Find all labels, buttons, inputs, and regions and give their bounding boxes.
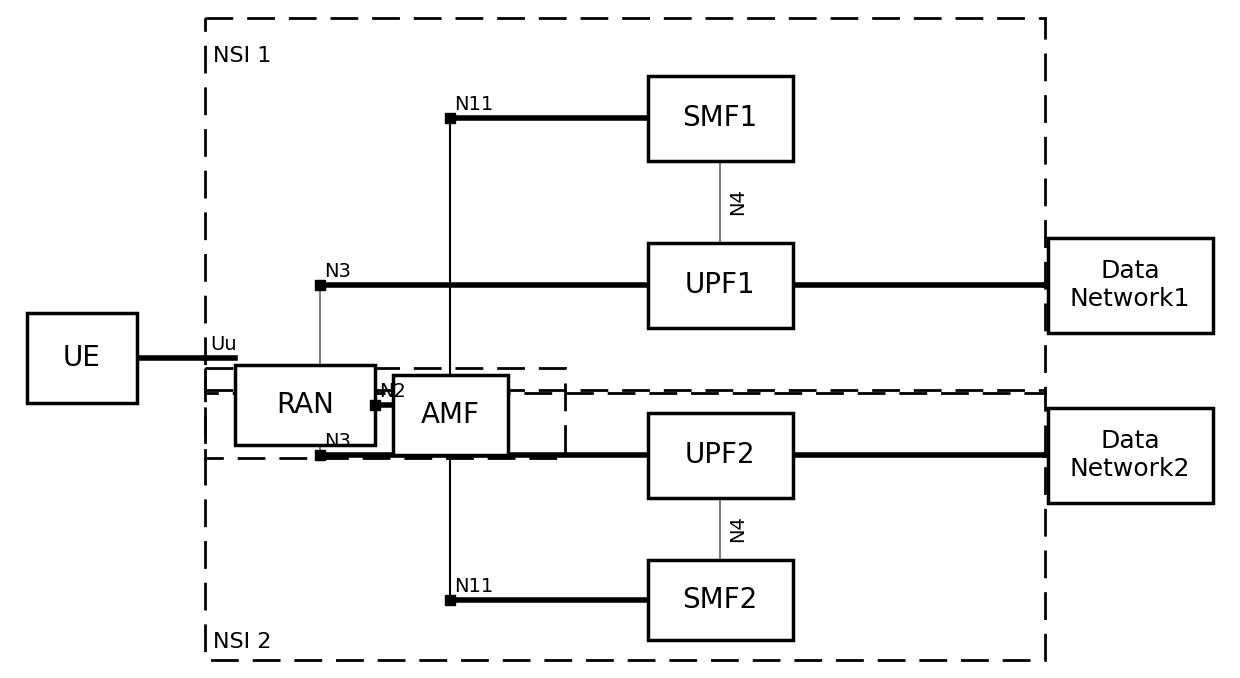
- Text: Data
Network1: Data Network1: [1070, 259, 1190, 311]
- Text: NSI 2: NSI 2: [213, 632, 272, 652]
- Text: N3: N3: [324, 432, 351, 451]
- Bar: [647, 412, 792, 498]
- Text: N11: N11: [454, 95, 494, 114]
- Bar: [647, 75, 792, 161]
- Bar: [647, 243, 792, 327]
- Bar: [205, 390, 1045, 660]
- Bar: [205, 368, 565, 458]
- Text: SMF1: SMF1: [682, 104, 758, 132]
- Bar: [393, 375, 507, 455]
- Text: UPF2: UPF2: [684, 441, 755, 469]
- Text: SMF2: SMF2: [682, 586, 758, 614]
- Text: N11: N11: [454, 577, 494, 596]
- Bar: [27, 313, 136, 403]
- Text: AMF: AMF: [420, 401, 480, 429]
- Text: Uu: Uu: [210, 335, 237, 354]
- Bar: [205, 18, 1045, 393]
- Text: Data
Network2: Data Network2: [1070, 429, 1190, 481]
- Text: UPF1: UPF1: [684, 271, 755, 299]
- Text: NSI 1: NSI 1: [213, 46, 272, 66]
- Text: N3: N3: [324, 262, 351, 281]
- Text: RAN: RAN: [277, 391, 334, 419]
- Text: UE: UE: [63, 344, 100, 372]
- Bar: [647, 560, 792, 640]
- Bar: [236, 365, 374, 445]
- Text: N4: N4: [728, 188, 746, 215]
- Text: N2: N2: [379, 382, 405, 401]
- Bar: [1048, 237, 1213, 332]
- Bar: [1048, 407, 1213, 502]
- Text: N4: N4: [728, 515, 746, 542]
